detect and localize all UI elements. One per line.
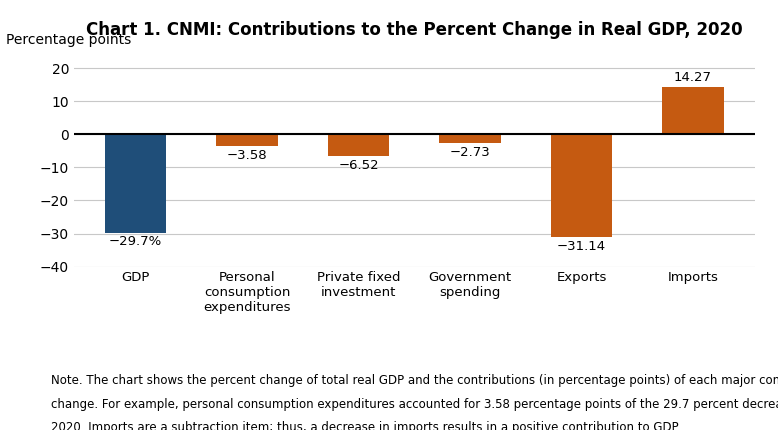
- Bar: [328, 134, 389, 156]
- Bar: [216, 134, 278, 146]
- Text: 14.27: 14.27: [674, 71, 712, 84]
- Title: Chart 1. CNMI: Contributions to the Percent Change in Real GDP, 2020: Chart 1. CNMI: Contributions to the Perc…: [86, 21, 742, 39]
- Text: −6.52: −6.52: [338, 159, 379, 172]
- Bar: [105, 134, 166, 233]
- Text: 2020. Imports are a subtraction item; thus, a decrease in imports results in a p: 2020. Imports are a subtraction item; th…: [51, 421, 680, 430]
- Bar: [440, 134, 501, 143]
- Text: −29.7%: −29.7%: [109, 235, 162, 248]
- Text: Note. The chart shows the percent change of total real GDP and the contributions: Note. The chart shows the percent change…: [51, 374, 778, 387]
- Bar: [551, 134, 612, 237]
- Text: −3.58: −3.58: [226, 149, 268, 162]
- Text: change. For example, personal consumption expenditures accounted for 3.58 percen: change. For example, personal consumptio…: [51, 398, 778, 411]
- Text: Percentage points: Percentage points: [5, 33, 131, 47]
- Bar: [662, 87, 724, 134]
- Text: −2.73: −2.73: [450, 146, 490, 159]
- Text: −31.14: −31.14: [557, 240, 606, 253]
